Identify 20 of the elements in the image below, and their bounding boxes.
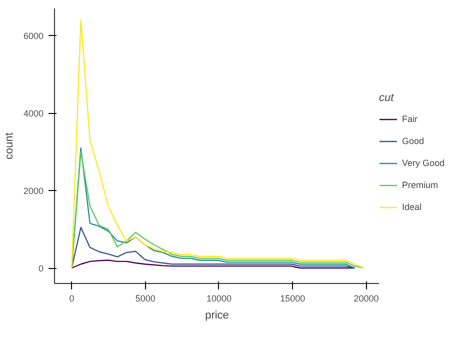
x-tick-label: 5000 (135, 294, 156, 304)
x-tick-label: 20000 (354, 294, 379, 304)
line-series (71, 226, 356, 269)
y-tick-label: 0 (38, 264, 44, 274)
x-tick-label: 10000 (206, 294, 232, 304)
x-tick-label: 15000 (280, 294, 306, 304)
y-tick-label: 2000 (23, 186, 44, 196)
line-series (71, 20, 364, 269)
legend-label: Good (402, 135, 424, 148)
x-axis-title: price (205, 310, 229, 322)
legend-label: Ideal (402, 201, 422, 214)
line-series (71, 260, 356, 269)
x-tick-label: 0 (69, 294, 74, 304)
legend-title: cut (379, 92, 395, 104)
legend-label: Very Good (402, 157, 445, 170)
legend-label: Fair (402, 113, 418, 126)
y-tick-label: 4000 (23, 108, 44, 119)
y-axis-title: count (3, 132, 16, 160)
legend-label: Premium (402, 179, 438, 192)
y-tick-label: 6000 (23, 31, 44, 42)
